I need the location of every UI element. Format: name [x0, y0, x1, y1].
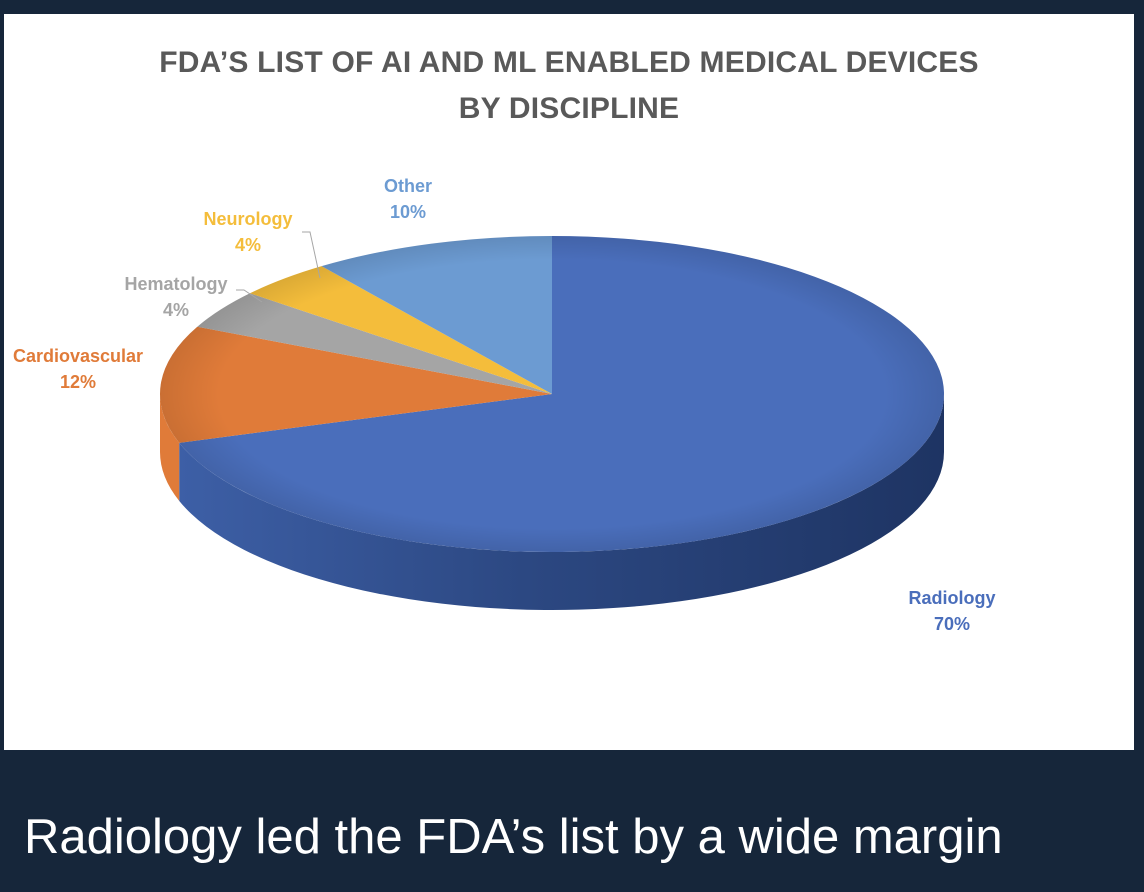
pie-side — [160, 394, 944, 611]
chart-title-line-1: FDA’S LIST OF AI AND ML ENABLED MEDICAL … — [159, 46, 979, 79]
pie-leader-lines — [236, 231, 321, 303]
pie-side-radiology — [179, 394, 944, 611]
chart-title-line-2: BY DISCIPLINE — [458, 92, 680, 125]
data-label-other: Other 10% — [384, 176, 432, 222]
data-label-neurology: Neurology 4% — [203, 209, 292, 255]
data-label-value: 70% — [934, 614, 970, 634]
data-label-value: 4% — [235, 235, 261, 255]
data-label-value: 12% — [60, 372, 96, 392]
chart-panel: FDA’S LIST OF AI AND ML ENABLED MEDICAL … — [4, 14, 1134, 750]
data-label-cardiovascular: Cardiovascular 12% — [13, 346, 143, 392]
chart-title: FDA’S LIST OF AI AND ML ENABLED MEDICAL … — [4, 40, 1134, 132]
data-label-hematology: Hematology 4% — [124, 274, 227, 320]
pie-chart: Radiology 70% Cardiovascular 12% Hematology 4… — [13, 176, 996, 634]
leader-line-hematology — [236, 289, 263, 303]
data-label-name: Radiology — [908, 588, 995, 608]
data-label-name: Hematology — [124, 274, 227, 294]
pie-top-shading — [160, 236, 944, 552]
pie-labels: Radiology 70% Cardiovascular 12% Hematology 4… — [13, 176, 996, 634]
pie-top — [160, 236, 944, 552]
data-label-value: 4% — [163, 300, 189, 320]
caption: Radiology led the FDA’s list by a wide m… — [24, 810, 1003, 864]
data-label-value: 10% — [390, 202, 426, 222]
data-label-name: Other — [384, 176, 432, 196]
data-label-radiology: Radiology 70% — [908, 588, 995, 634]
data-label-name: Cardiovascular — [13, 346, 143, 366]
data-label-name: Neurology — [203, 209, 292, 229]
leader-line-neurology — [302, 231, 321, 279]
pie-side-cardiovascular — [160, 394, 180, 501]
